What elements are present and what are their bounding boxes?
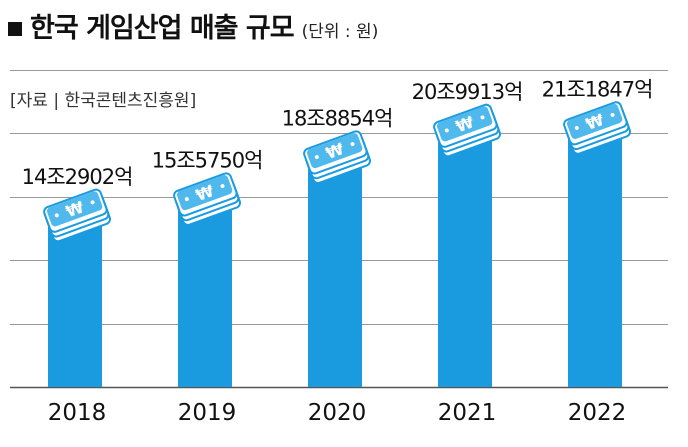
bar-group-2020: ₩ xyxy=(303,130,371,387)
chart-unit: (단위 : 원) xyxy=(301,22,379,42)
svg-text:₩: ₩ xyxy=(453,112,476,136)
bar-2021 xyxy=(438,120,492,387)
won-coin-stack-icon: ₩ xyxy=(303,130,371,184)
x-tick-label-2022: 2022 xyxy=(568,400,627,426)
won-coin-stack-icon: ₩ xyxy=(43,188,111,243)
bar-group-2019: ₩ xyxy=(173,172,241,387)
bar-group-2021: ₩ xyxy=(433,103,501,387)
svg-text:₩: ₩ xyxy=(63,197,86,221)
bar-group-2018: ₩ xyxy=(43,188,111,387)
won-coin-stack-icon: ₩ xyxy=(433,103,501,158)
title-bullet-icon xyxy=(8,22,22,36)
data-label-2018: 14조2902억 xyxy=(22,165,133,189)
svg-text:₩: ₩ xyxy=(583,110,606,134)
won-coin-stack-icon: ₩ xyxy=(173,172,241,226)
data-label-2019: 15조5750억 xyxy=(152,149,263,173)
x-tick-label-2020: 2020 xyxy=(308,400,367,426)
chart-title: 한국 게임산업 매출 규모 xyxy=(30,13,295,44)
svg-text:₩: ₩ xyxy=(193,181,216,205)
x-tick-label-2021: 2021 xyxy=(438,400,497,426)
data-label-2020: 18조8854억 xyxy=(282,107,393,131)
bar-group-2022: ₩ xyxy=(563,101,631,388)
bar-2020 xyxy=(308,147,362,387)
chart-title-row: 한국 게임산업 매출 규모 (단위 : 원) xyxy=(8,6,378,45)
svg-text:₩: ₩ xyxy=(323,139,346,163)
chart-source: [자료 | 한국콘텐츠진흥원] xyxy=(10,91,197,111)
won-coin-stack-icon: ₩ xyxy=(563,101,631,155)
x-tick-label-2019: 2019 xyxy=(178,400,237,426)
data-label-2021: 20조9913억 xyxy=(412,80,523,104)
x-tick-label-2018: 2018 xyxy=(48,400,107,426)
data-label-2022: 21조1847억 xyxy=(542,77,653,101)
bar-2022 xyxy=(568,118,622,388)
